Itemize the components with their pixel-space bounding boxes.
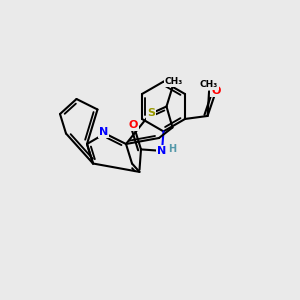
Text: H: H	[168, 144, 177, 154]
Text: CH₃: CH₃	[165, 77, 183, 86]
Text: N: N	[158, 146, 166, 156]
Text: CH₃: CH₃	[200, 80, 218, 89]
Text: S: S	[147, 108, 155, 118]
Text: O: O	[211, 86, 221, 96]
Text: O: O	[128, 119, 138, 130]
Text: N: N	[99, 127, 108, 137]
